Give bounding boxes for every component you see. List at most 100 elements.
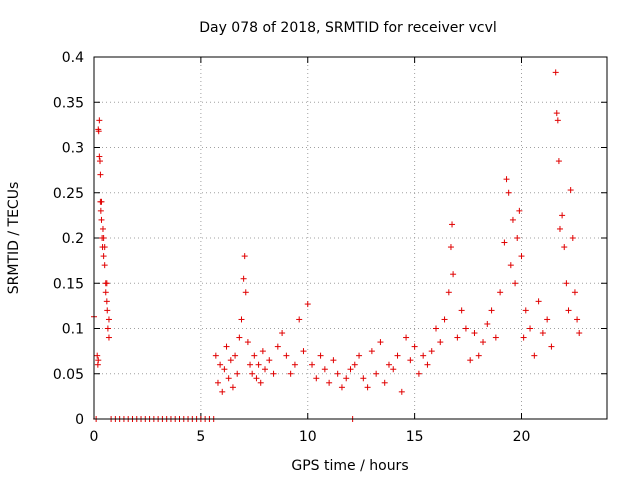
- data-point: [556, 225, 563, 232]
- data-point: [255, 361, 262, 368]
- data-point: [313, 375, 320, 382]
- data-point: [437, 339, 444, 346]
- data-point: [411, 343, 418, 350]
- data-point: [100, 235, 107, 241]
- data-point: [238, 316, 245, 323]
- data-point: [232, 352, 239, 359]
- data-point: [377, 339, 384, 346]
- data-point: [236, 334, 243, 341]
- data-point: [576, 330, 583, 337]
- data-point: [415, 370, 422, 377]
- data-point: [565, 307, 572, 314]
- data-point: [507, 262, 514, 269]
- data-point: [569, 235, 576, 241]
- data-point: [100, 253, 107, 260]
- data-point: [454, 334, 461, 341]
- data-point: [450, 271, 457, 278]
- data-point: [492, 334, 499, 341]
- data-point: [503, 176, 510, 183]
- data-point: [98, 198, 105, 205]
- data-point: [531, 352, 538, 359]
- data-point: [516, 207, 523, 214]
- data-point: [96, 153, 103, 160]
- data-point: [304, 301, 311, 308]
- data-point: [403, 334, 410, 341]
- data-point: [497, 289, 504, 296]
- data-point: [334, 370, 341, 377]
- data-point: [95, 357, 102, 364]
- data-point: [505, 189, 512, 196]
- data-point: [471, 330, 478, 337]
- data-point: [368, 348, 375, 355]
- data-point: [287, 370, 294, 377]
- data-point: [279, 330, 286, 337]
- data-point: [326, 379, 333, 386]
- data-point: [98, 216, 105, 223]
- x-axis-label: GPS time / hours: [291, 458, 408, 474]
- data-point: [330, 357, 337, 364]
- data-point: [300, 348, 307, 355]
- data-point: [512, 280, 519, 287]
- data-point: [364, 384, 371, 391]
- data-point: [555, 158, 562, 165]
- x-tick-label: 0: [90, 429, 99, 445]
- data-point: [462, 325, 469, 332]
- data-point: [398, 388, 405, 395]
- data-point: [266, 357, 273, 364]
- grid: [94, 57, 607, 419]
- data-point: [567, 187, 574, 194]
- data-point: [217, 361, 224, 368]
- data-point: [103, 298, 110, 305]
- y-tick-label: 0.3: [62, 141, 84, 157]
- data-point: [351, 361, 358, 368]
- data-point: [449, 221, 456, 228]
- data-point: [347, 366, 354, 373]
- data-point: [241, 253, 248, 260]
- axis-ticks: 0 0.05 0.1 0.15 0.2 0.25 0.3 0.35 0.4 0 5 10 15 20: [53, 50, 607, 445]
- data-point: [522, 307, 529, 314]
- data-point: [105, 316, 112, 323]
- data-point: [548, 343, 555, 350]
- data-point: [520, 334, 527, 341]
- data-point: [97, 207, 104, 214]
- data-point: [259, 348, 266, 355]
- data-point: [94, 352, 101, 359]
- data-point: [212, 352, 219, 359]
- data-point: [433, 325, 439, 332]
- chart-title: Day 078 of 2018, SRMTID for receiver vcv…: [199, 20, 497, 36]
- data-point: [338, 384, 345, 391]
- data-point: [221, 366, 228, 373]
- data-point: [501, 239, 508, 246]
- data-point: [101, 244, 108, 251]
- data-point: [214, 379, 221, 386]
- data-point: [518, 253, 525, 260]
- y-tick-label: 0.05: [53, 367, 84, 383]
- data-point: [242, 289, 249, 296]
- data-point: [428, 348, 435, 355]
- data-point: [458, 307, 465, 314]
- data-point: [552, 69, 559, 76]
- y-tick-label: 0.25: [53, 186, 84, 202]
- data-point: [356, 352, 363, 359]
- data-point: [225, 375, 232, 382]
- y-tick-label: 0: [75, 412, 84, 428]
- data-point: [291, 361, 298, 368]
- data-point: [390, 366, 397, 373]
- data-point: [563, 280, 570, 287]
- data-point: [554, 117, 561, 124]
- data-point: [559, 212, 566, 219]
- data-point: [251, 352, 258, 359]
- y-tick-label: 0.15: [53, 276, 84, 292]
- data-point: [561, 244, 568, 251]
- x-tick-label: 15: [406, 429, 424, 445]
- data-point: [244, 339, 251, 346]
- y-tick-label: 0.35: [53, 95, 84, 111]
- data-point: [234, 370, 241, 377]
- plot-frame: [93, 56, 608, 420]
- y-tick-label: 0.1: [62, 322, 84, 338]
- data-point: [527, 325, 534, 332]
- data-point: [441, 316, 448, 323]
- data-point: [249, 370, 256, 377]
- data-point: [104, 307, 111, 314]
